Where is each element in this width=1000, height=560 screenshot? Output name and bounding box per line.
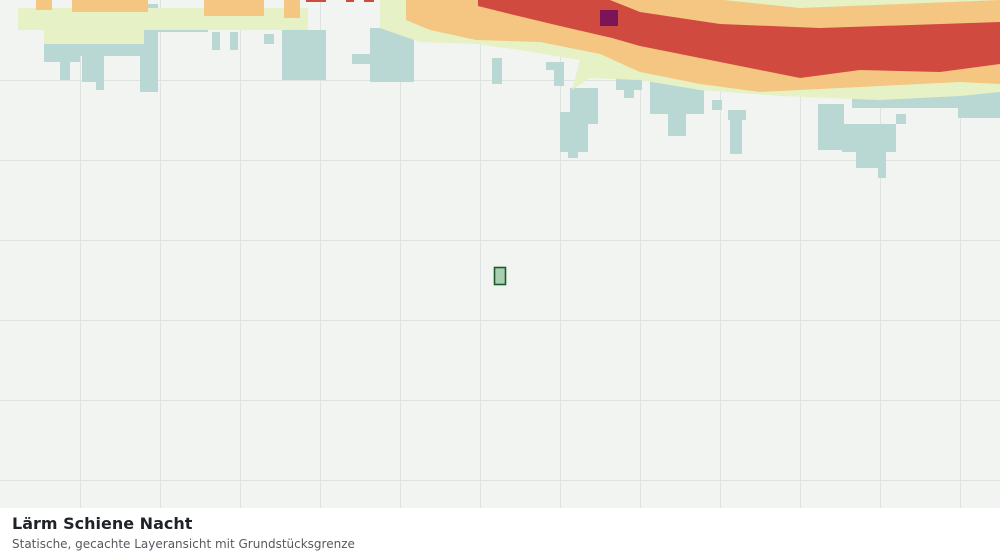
map-subtitle: Statische, gecachte Layeransicht mit Gru… bbox=[12, 537, 355, 551]
map-view bbox=[0, 0, 1000, 508]
parcel-boundary bbox=[493, 266, 507, 286]
noise-zone-very-high bbox=[600, 10, 618, 26]
caption: Lärm Schiene Nacht Statische, gecachte L… bbox=[0, 508, 1000, 560]
map-title: Lärm Schiene Nacht bbox=[12, 514, 193, 533]
